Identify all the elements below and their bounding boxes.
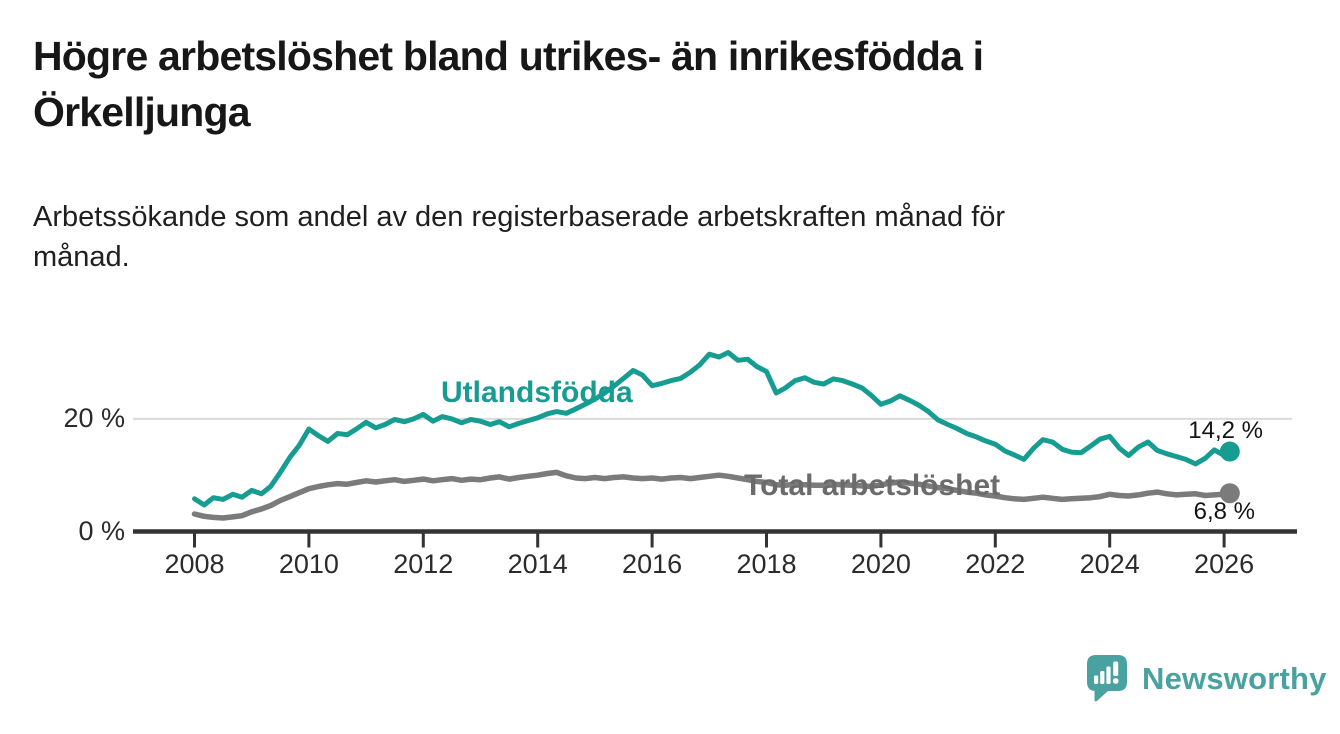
x-axis-label-2010: 2010: [278, 549, 339, 579]
title-line-2: Örkelljunga: [33, 89, 251, 135]
y-axis-label-0: 0 %: [78, 516, 125, 546]
x-axis-label-2024: 2024: [1079, 549, 1140, 579]
series-line-total: [191, 469, 1233, 521]
newsworthy-wordmark: Newsworthy: [1142, 661, 1327, 696]
y-axis-label-20: 20 %: [63, 403, 125, 433]
series-label-utlandsfodda: Utlandsfödda: [441, 376, 633, 409]
x-axis-label-2018: 2018: [736, 549, 797, 579]
page-title: Högre arbetslöshet bland utrikes- än inr…: [33, 28, 984, 140]
x-axis-label-2016: 2016: [622, 549, 683, 579]
x-axis-label-2020: 2020: [850, 549, 911, 579]
title-line-1: Högre arbetslöshet bland utrikes- än inr…: [33, 33, 984, 79]
series-line-utlandsfodda: [192, 350, 1233, 508]
chart-subtitle: Arbetssökande som andel av den registerb…: [33, 197, 1005, 277]
end-value-utlandsfodda: 14,2 %: [1188, 417, 1263, 444]
newsworthy-logo-icon: [1087, 655, 1127, 702]
series-end-dot-total: [1219, 483, 1240, 504]
x-axis-label-2014: 2014: [507, 549, 568, 579]
subtitle-line-1: Arbetssökande som andel av den registerb…: [33, 201, 1006, 233]
x-axis-label-2026: 2026: [1194, 549, 1255, 579]
end-value-total-arbetsloshet: 6,8 %: [1193, 498, 1255, 525]
series-end-dot-utlandsfodda: [1219, 441, 1240, 462]
x-axis-label-2022: 2022: [965, 549, 1026, 579]
x-axis-label-2008: 2008: [164, 549, 225, 579]
series-label-total-arbetsloshet: Total arbetslöshet: [744, 469, 1001, 502]
x-axis-label-2012: 2012: [393, 549, 454, 579]
subtitle-line-2: månad.: [33, 241, 130, 273]
newsworthy-branding: Newsworthy: [1087, 655, 1327, 703]
